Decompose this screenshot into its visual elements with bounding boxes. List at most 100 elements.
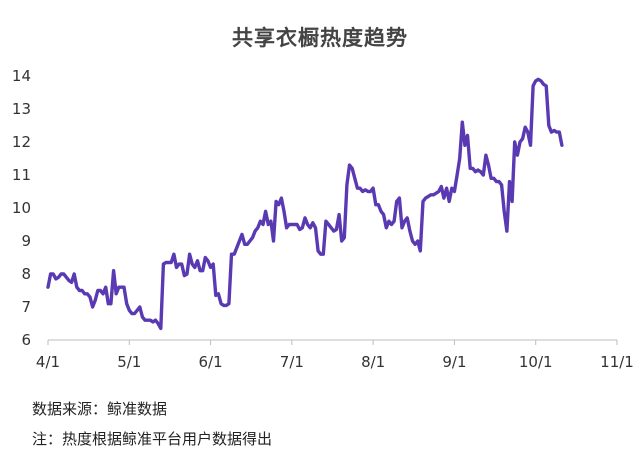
x-tick-label: 9/1 (442, 353, 466, 371)
data-point (261, 223, 265, 226)
data-point (49, 272, 52, 276)
data-point (390, 223, 393, 226)
data-point (560, 144, 564, 147)
data-point (489, 177, 493, 180)
data-point (458, 157, 461, 160)
data-point (277, 203, 280, 206)
data-point (466, 134, 469, 137)
data-point (508, 180, 511, 183)
data-point (209, 266, 212, 269)
data-point (293, 223, 296, 226)
data-point (306, 223, 309, 226)
data-point (469, 167, 472, 170)
data-point (442, 196, 446, 200)
data-point (57, 276, 60, 279)
data-point (361, 190, 364, 193)
data-point (400, 226, 404, 229)
data-point (243, 243, 246, 246)
data-point (340, 239, 343, 243)
data-point (332, 229, 335, 233)
data-point (453, 190, 456, 193)
data-point (345, 183, 349, 187)
data-point (128, 309, 131, 312)
data-point (403, 220, 406, 223)
data-point (484, 154, 488, 157)
data-point (471, 167, 474, 170)
data-point (392, 220, 396, 223)
data-point (524, 126, 527, 129)
data-point (151, 320, 155, 324)
data-point (104, 286, 107, 289)
data-point (558, 130, 561, 134)
data-point (539, 79, 543, 83)
y-tick-label: 14 (12, 67, 31, 85)
data-point (377, 203, 380, 206)
chart-title: 共享衣橱热度趋势 (232, 26, 408, 50)
data-point (251, 236, 254, 239)
data-point (52, 272, 55, 276)
data-point (112, 269, 115, 272)
data-point (319, 253, 322, 256)
data-point (162, 262, 165, 266)
data-point (429, 193, 432, 196)
data-point (280, 196, 283, 200)
data-point (67, 279, 71, 282)
data-point (521, 137, 524, 140)
data-point (274, 200, 278, 203)
data-point (65, 276, 68, 279)
data-point (288, 223, 291, 226)
data-point (75, 286, 79, 289)
data-point (253, 229, 257, 233)
data-point (482, 173, 485, 177)
data-point (122, 286, 126, 289)
data-point (479, 170, 482, 173)
y-tick-label: 7 (21, 298, 31, 316)
data-point (70, 281, 73, 284)
data-point (206, 259, 210, 262)
data-point (120, 286, 123, 289)
data-point (474, 170, 477, 173)
data-point (311, 221, 314, 224)
data-point (495, 180, 498, 183)
data-point (246, 243, 249, 246)
data-point (432, 193, 435, 196)
x-tick-label: 4/1 (36, 353, 60, 371)
data-point (531, 84, 535, 88)
y-tick-label: 9 (21, 232, 31, 250)
data-point (115, 292, 118, 295)
data-point (421, 200, 425, 203)
y-tick-label: 6 (21, 331, 31, 349)
x-tick-label: 7/1 (280, 353, 304, 371)
data-point (542, 83, 545, 86)
data-point (419, 249, 422, 253)
data-point (516, 154, 519, 157)
data-point (175, 266, 178, 269)
data-point (96, 289, 100, 292)
data-point (335, 228, 338, 231)
y-tick-label: 8 (21, 265, 31, 283)
data-point (99, 289, 102, 292)
x-tick-label: 6/1 (199, 353, 223, 371)
data-point (80, 289, 84, 292)
data-point (513, 140, 516, 144)
y-axis-tick-labels: 6 7 8 9 10 11 12 13 14 (12, 67, 31, 349)
data-point (146, 319, 149, 322)
data-point (167, 261, 170, 264)
data-point (374, 203, 377, 206)
data-point (343, 236, 346, 239)
series-line (46, 77, 564, 331)
data-point (330, 226, 333, 229)
data-point (227, 302, 231, 305)
data-point (143, 319, 147, 322)
data-point (503, 210, 506, 213)
data-point (353, 177, 356, 180)
data-point (518, 140, 522, 144)
x-tick-label: 8/1 (361, 353, 385, 371)
data-points (46, 78, 564, 330)
data-point (314, 226, 317, 229)
data-point (552, 129, 556, 132)
data-point (316, 249, 320, 253)
data-point (240, 233, 244, 236)
data-point (371, 187, 375, 190)
